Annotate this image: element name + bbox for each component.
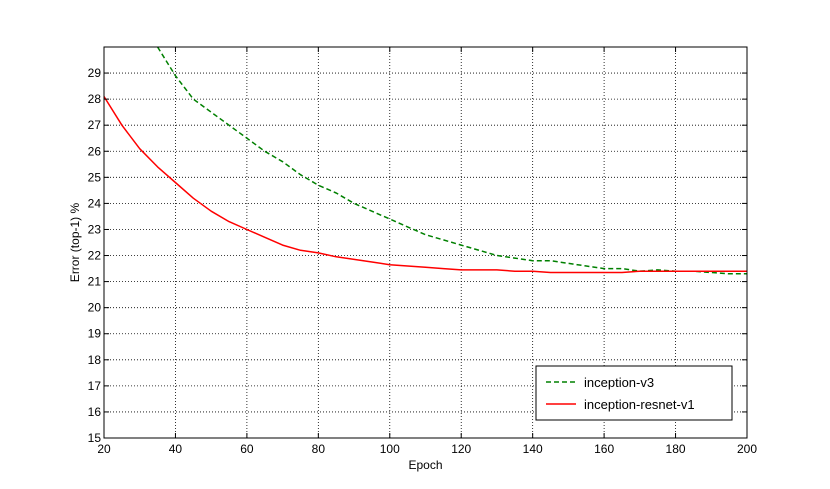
y-tick-label: 20 [88,301,102,315]
y-tick-label: 29 [88,66,102,80]
y-tick-label: 28 [88,92,102,106]
y-tick-label: 26 [88,144,102,158]
x-tick-label: 60 [240,442,254,456]
y-tick-label: 16 [88,405,102,419]
y-tick-label: 25 [88,170,102,184]
y-axis-label: Error (top-1) % [68,203,82,283]
x-tick-label: 140 [523,442,543,456]
x-tick-label: 80 [312,442,326,456]
series-line-inception-resnet-v1 [104,96,747,274]
axis-ticks: 20 40 60 80 100 120 140 160 180 200 15 16 17 18 19 20 21… [88,47,757,456]
x-tick-label: 20 [97,442,111,456]
legend-box [535,365,733,421]
x-tick-label: 120 [451,442,471,456]
y-tick-label: 22 [88,249,102,263]
series-line-inception-v3 [156,47,747,275]
y-tick-label: 27 [88,118,102,132]
grid [104,47,747,438]
y-tick-label: 24 [88,196,102,210]
legend-label: inception-resnet-v1 [584,397,695,412]
y-tick-label: 21 [88,275,102,289]
legend-label: inception-v3 [584,375,654,390]
y-tick-label: 17 [88,379,102,393]
legend: inception-v3 inception-resnet-v1 [535,365,733,421]
y-tick-label: 19 [88,327,102,341]
y-tick-label: 18 [88,353,102,367]
x-tick-label: 100 [380,442,400,456]
series-lines [104,47,747,275]
x-axis-label: Epoch [408,458,442,472]
y-tick-label: 15 [88,431,102,445]
plot-area [103,46,748,439]
y-tick-label: 23 [88,222,102,236]
x-tick-label: 40 [169,442,183,456]
x-tick-label: 180 [666,442,686,456]
x-tick-label: 160 [594,442,614,456]
x-tick-label: 200 [737,442,757,456]
